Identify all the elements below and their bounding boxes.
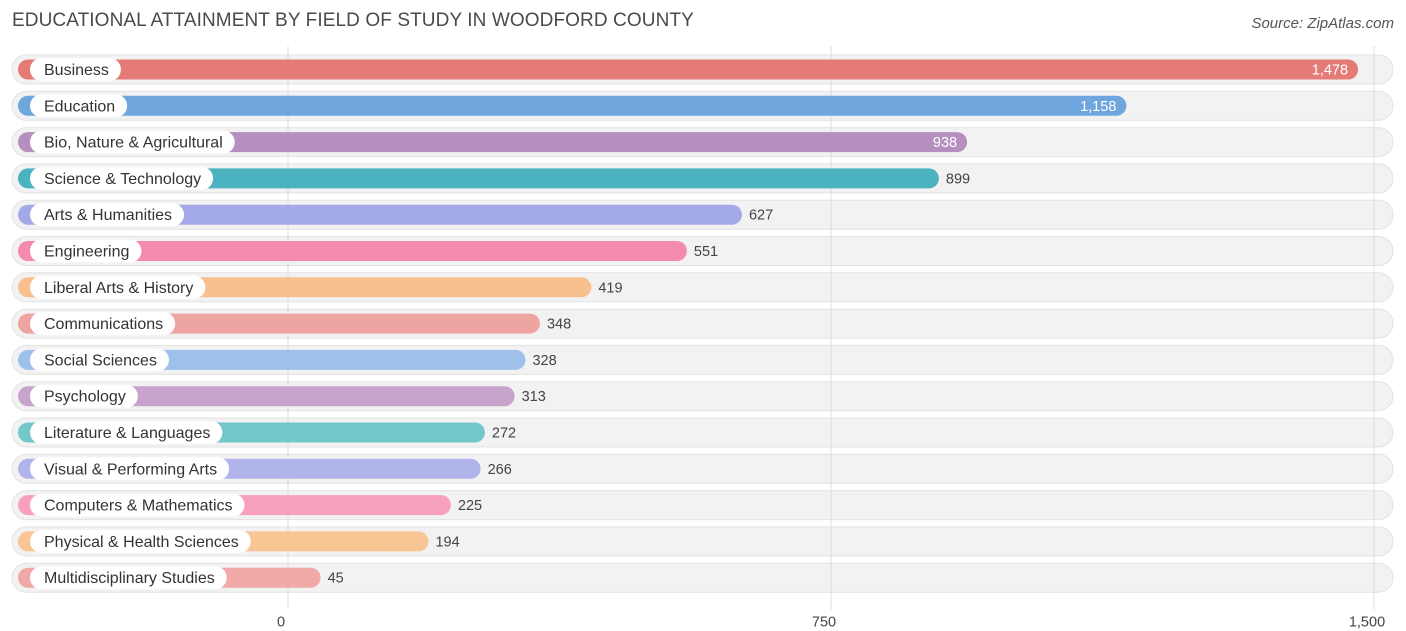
value-label: 45 (328, 571, 344, 587)
category-label-pill (30, 130, 235, 154)
category-label: Liberal Arts & History (44, 280, 193, 297)
value-label: 938 (933, 135, 957, 151)
category-label-pill (30, 58, 121, 81)
category-label-pill (30, 566, 227, 590)
bar (18, 168, 939, 189)
value-label: 328 (532, 353, 556, 369)
category-label-pill (30, 457, 230, 481)
category-label: Communications (44, 316, 163, 333)
category-label-pill (30, 529, 251, 553)
value-label: 272 (492, 426, 516, 442)
category-label-pill (30, 275, 206, 299)
value-label: 225 (458, 498, 482, 514)
value-label: 194 (435, 534, 459, 550)
source-credit: Source: ZipAtlas.com (1251, 15, 1394, 32)
x-tick-label: 0 (277, 615, 285, 631)
value-label: 313 (522, 389, 546, 405)
category-label: Bio, Nature & Agricultural (44, 135, 223, 152)
bar (18, 241, 687, 261)
category-label: Science & Technology (44, 171, 201, 188)
x-tick-label: 1,500 (1349, 615, 1385, 631)
category-label: Arts & Humanities (44, 207, 172, 224)
category-label-pill (30, 203, 185, 227)
category-label: Education (44, 98, 115, 115)
value-label: 899 (946, 171, 970, 187)
x-tick-label: 750 (812, 615, 836, 631)
category-label: Physical & Health Sciences (44, 534, 239, 551)
value-label: 1,158 (1080, 99, 1116, 115)
bar (18, 132, 968, 153)
value-label: 348 (547, 317, 571, 333)
category-label: Psychology (44, 389, 126, 406)
category-label-pill (30, 493, 245, 517)
category-label-pill (30, 166, 214, 190)
bar (18, 204, 742, 225)
category-label-pill (30, 239, 142, 263)
row-track (11, 562, 1394, 593)
bar (18, 59, 1359, 80)
category-label-pill (30, 312, 176, 336)
category-label: Business (44, 62, 109, 79)
bar (18, 386, 515, 407)
category-label-pill (30, 348, 169, 372)
value-label: 1,478 (1312, 63, 1348, 79)
category-label-pill (30, 421, 223, 444)
category-label: Computers & Mathematics (44, 498, 233, 515)
bar (18, 95, 1127, 116)
category-label: Literature & Languages (44, 425, 210, 442)
value-label: 266 (488, 462, 512, 478)
chart-title: EDUCATIONAL ATTAINMENT BY FIELD OF STUDY… (12, 10, 694, 31)
category-label: Multidisciplinary Studies (44, 570, 215, 587)
category-label-pill (30, 94, 128, 118)
value-label: 627 (749, 208, 773, 224)
value-label: 419 (598, 280, 622, 296)
category-label: Social Sciences (44, 352, 157, 369)
category-label: Engineering (44, 244, 129, 261)
category-label: Visual & Performing Arts (44, 461, 217, 478)
value-label: 551 (694, 244, 718, 260)
category-label-pill (30, 384, 138, 408)
